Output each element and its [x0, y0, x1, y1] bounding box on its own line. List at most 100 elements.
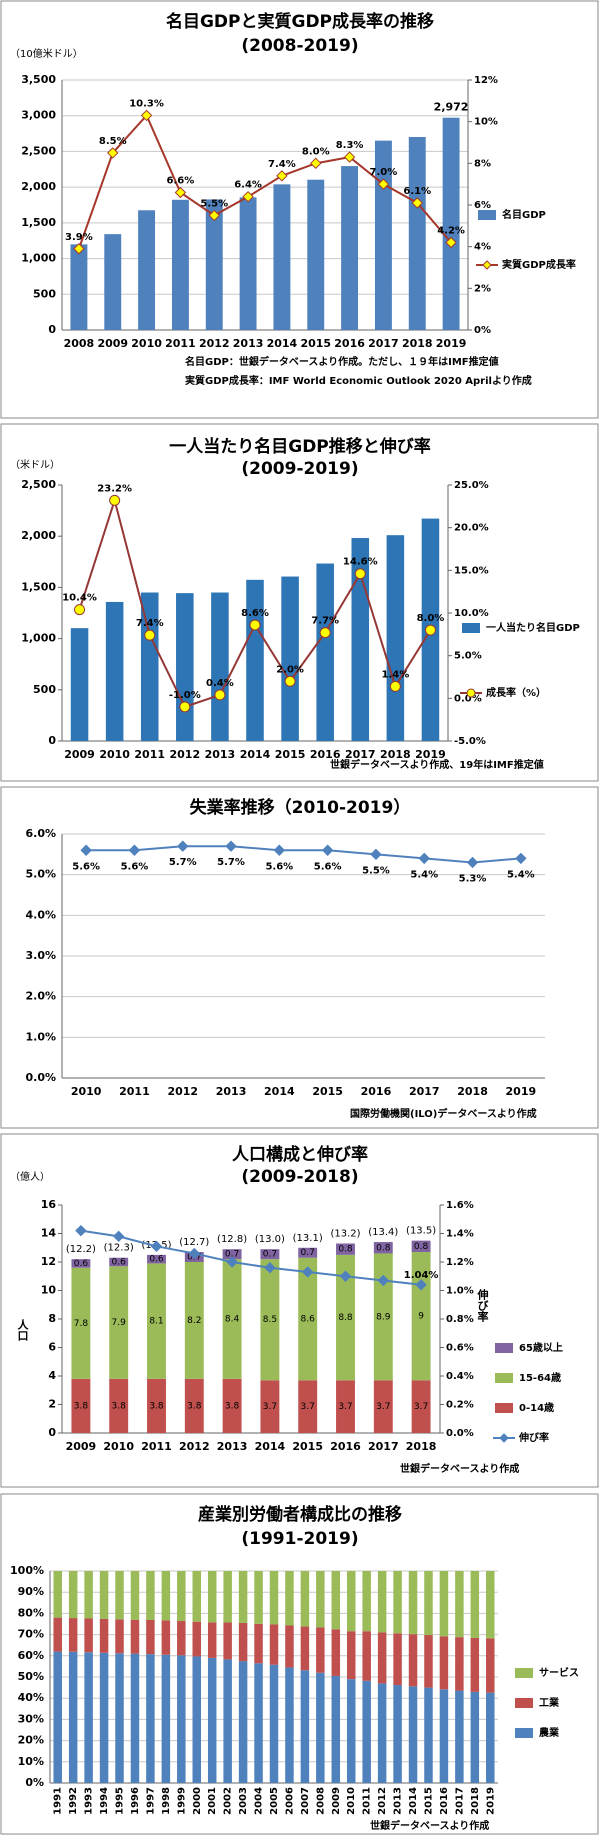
total-label: (13.4)	[368, 1227, 398, 1238]
bar	[331, 1571, 341, 1630]
y-tick-label: 100%	[10, 1564, 44, 1577]
panel	[0, 423, 599, 782]
bar	[336, 1254, 355, 1381]
y2-tick-label: 8%	[474, 158, 491, 169]
legend-label: 65歳以上	[519, 1341, 563, 1354]
line-marker	[424, 624, 436, 636]
bar	[411, 1380, 431, 1433]
bar	[99, 1571, 109, 1619]
x-tick-label: 2003	[238, 1787, 249, 1815]
x-tick-label: 2012	[377, 1787, 388, 1815]
bar	[71, 1378, 91, 1433]
bar-value-label: 0.8	[338, 1245, 353, 1255]
line-value-label: 5.4%	[507, 869, 535, 880]
chart-title: 産業別労働者構成比の推移	[198, 1504, 402, 1525]
bar	[68, 1571, 78, 1619]
x-tick-label: 1995	[115, 1787, 126, 1815]
bar	[316, 1672, 325, 1783]
bar	[411, 1240, 431, 1253]
x-tick-label: 1996	[130, 1787, 141, 1815]
line-value-label: 10.3%	[129, 98, 164, 109]
bar-value-label: 0.6	[112, 1258, 127, 1268]
x-tick-label: 2004	[254, 1787, 265, 1815]
x-tick-label: 2014	[240, 748, 271, 761]
line-value-label: 5.4%	[410, 869, 438, 880]
line-marker	[150, 1240, 163, 1253]
bar	[71, 1259, 91, 1268]
y-tick-label: 2,000	[21, 180, 56, 193]
bar	[408, 1686, 418, 1783]
line-marker	[264, 1261, 276, 1274]
bar	[192, 1621, 202, 1657]
bar	[346, 1631, 356, 1680]
line-marker	[128, 844, 141, 856]
x-tick-label: 2010	[71, 1085, 102, 1098]
bar	[254, 1663, 263, 1783]
y2-tick-label: 0.6%	[446, 1343, 474, 1354]
legend-label: 15-64歳	[519, 1371, 561, 1384]
total-label: (13.1)	[293, 1233, 323, 1244]
bar	[177, 1655, 186, 1783]
total-label: (13.5)	[406, 1226, 436, 1237]
bar	[146, 1619, 155, 1655]
note: 実質GDP成長率：IMF World Economic Outlook 2020…	[185, 374, 532, 387]
y2-tick-label: 2%	[474, 283, 491, 294]
line-value-label: 14.6%	[343, 557, 378, 568]
bar	[222, 1259, 242, 1379]
bar-value-label: 8.1	[149, 1317, 163, 1327]
bar	[470, 1571, 480, 1638]
bar	[393, 1633, 402, 1686]
bar	[298, 1257, 318, 1381]
bar	[239, 197, 257, 330]
line-value-label: 6.4%	[234, 180, 262, 191]
y2-tick-label: 20.0%	[454, 523, 489, 534]
bar	[205, 199, 223, 330]
bar	[285, 1625, 294, 1668]
y-tick-label: 8	[48, 1312, 56, 1325]
legend-swatch	[515, 1668, 533, 1678]
x-tick-label: 2006	[284, 1787, 295, 1815]
bar	[138, 210, 156, 330]
line-value-label: 6.6%	[167, 176, 195, 187]
bar	[269, 1664, 279, 1783]
bar-value-label: 3.7	[301, 1402, 315, 1412]
bar	[140, 592, 159, 741]
line-value-label: 3.9%	[65, 232, 93, 243]
bar-value-label: 8.2	[187, 1316, 201, 1326]
y-tick-label: 1,500	[21, 580, 56, 593]
x-tick-label: 1994	[99, 1787, 110, 1815]
y-tick-label: 500	[33, 287, 56, 300]
legend-swatch	[462, 623, 480, 633]
bar-value-label: 3.7	[414, 1402, 428, 1412]
bar	[316, 1571, 325, 1628]
bar	[146, 1654, 155, 1783]
line-value-label: 0.4%	[206, 678, 234, 689]
chart-title: 名目GDPと実質GDP成長率の推移	[166, 11, 434, 32]
legend-swatch	[495, 1373, 513, 1383]
bar-value-label: 8.5	[263, 1315, 277, 1325]
line-value-label: 6.1%	[403, 186, 431, 197]
x-tick-label: 2007	[300, 1787, 311, 1815]
bar	[211, 592, 229, 741]
x-tick-label: 2019	[506, 1085, 537, 1098]
line-value-label: 7.7%	[311, 616, 339, 627]
bar	[424, 1687, 433, 1783]
bar-value-label: 3.7	[376, 1402, 390, 1412]
bar	[84, 1652, 93, 1783]
bar	[373, 1253, 393, 1381]
x-tick-label: 2013	[205, 748, 236, 761]
y-tick-label: 3,000	[21, 109, 56, 122]
line-marker	[319, 627, 331, 639]
y2-tick-label: 1.0%	[446, 1286, 474, 1297]
bar-value-label: 9	[418, 1312, 424, 1322]
y-tick-label: 0	[48, 734, 56, 747]
x-tick-label: 2009	[97, 337, 128, 350]
bar	[246, 579, 264, 741]
bar-value-label: 0.6	[74, 1259, 89, 1269]
x-tick-label: 2000	[192, 1787, 203, 1815]
y2-tick-label: 10.0%	[454, 608, 489, 619]
bar	[161, 1620, 171, 1655]
y2-tick-label: 0%	[474, 325, 491, 336]
bar	[177, 1571, 186, 1622]
